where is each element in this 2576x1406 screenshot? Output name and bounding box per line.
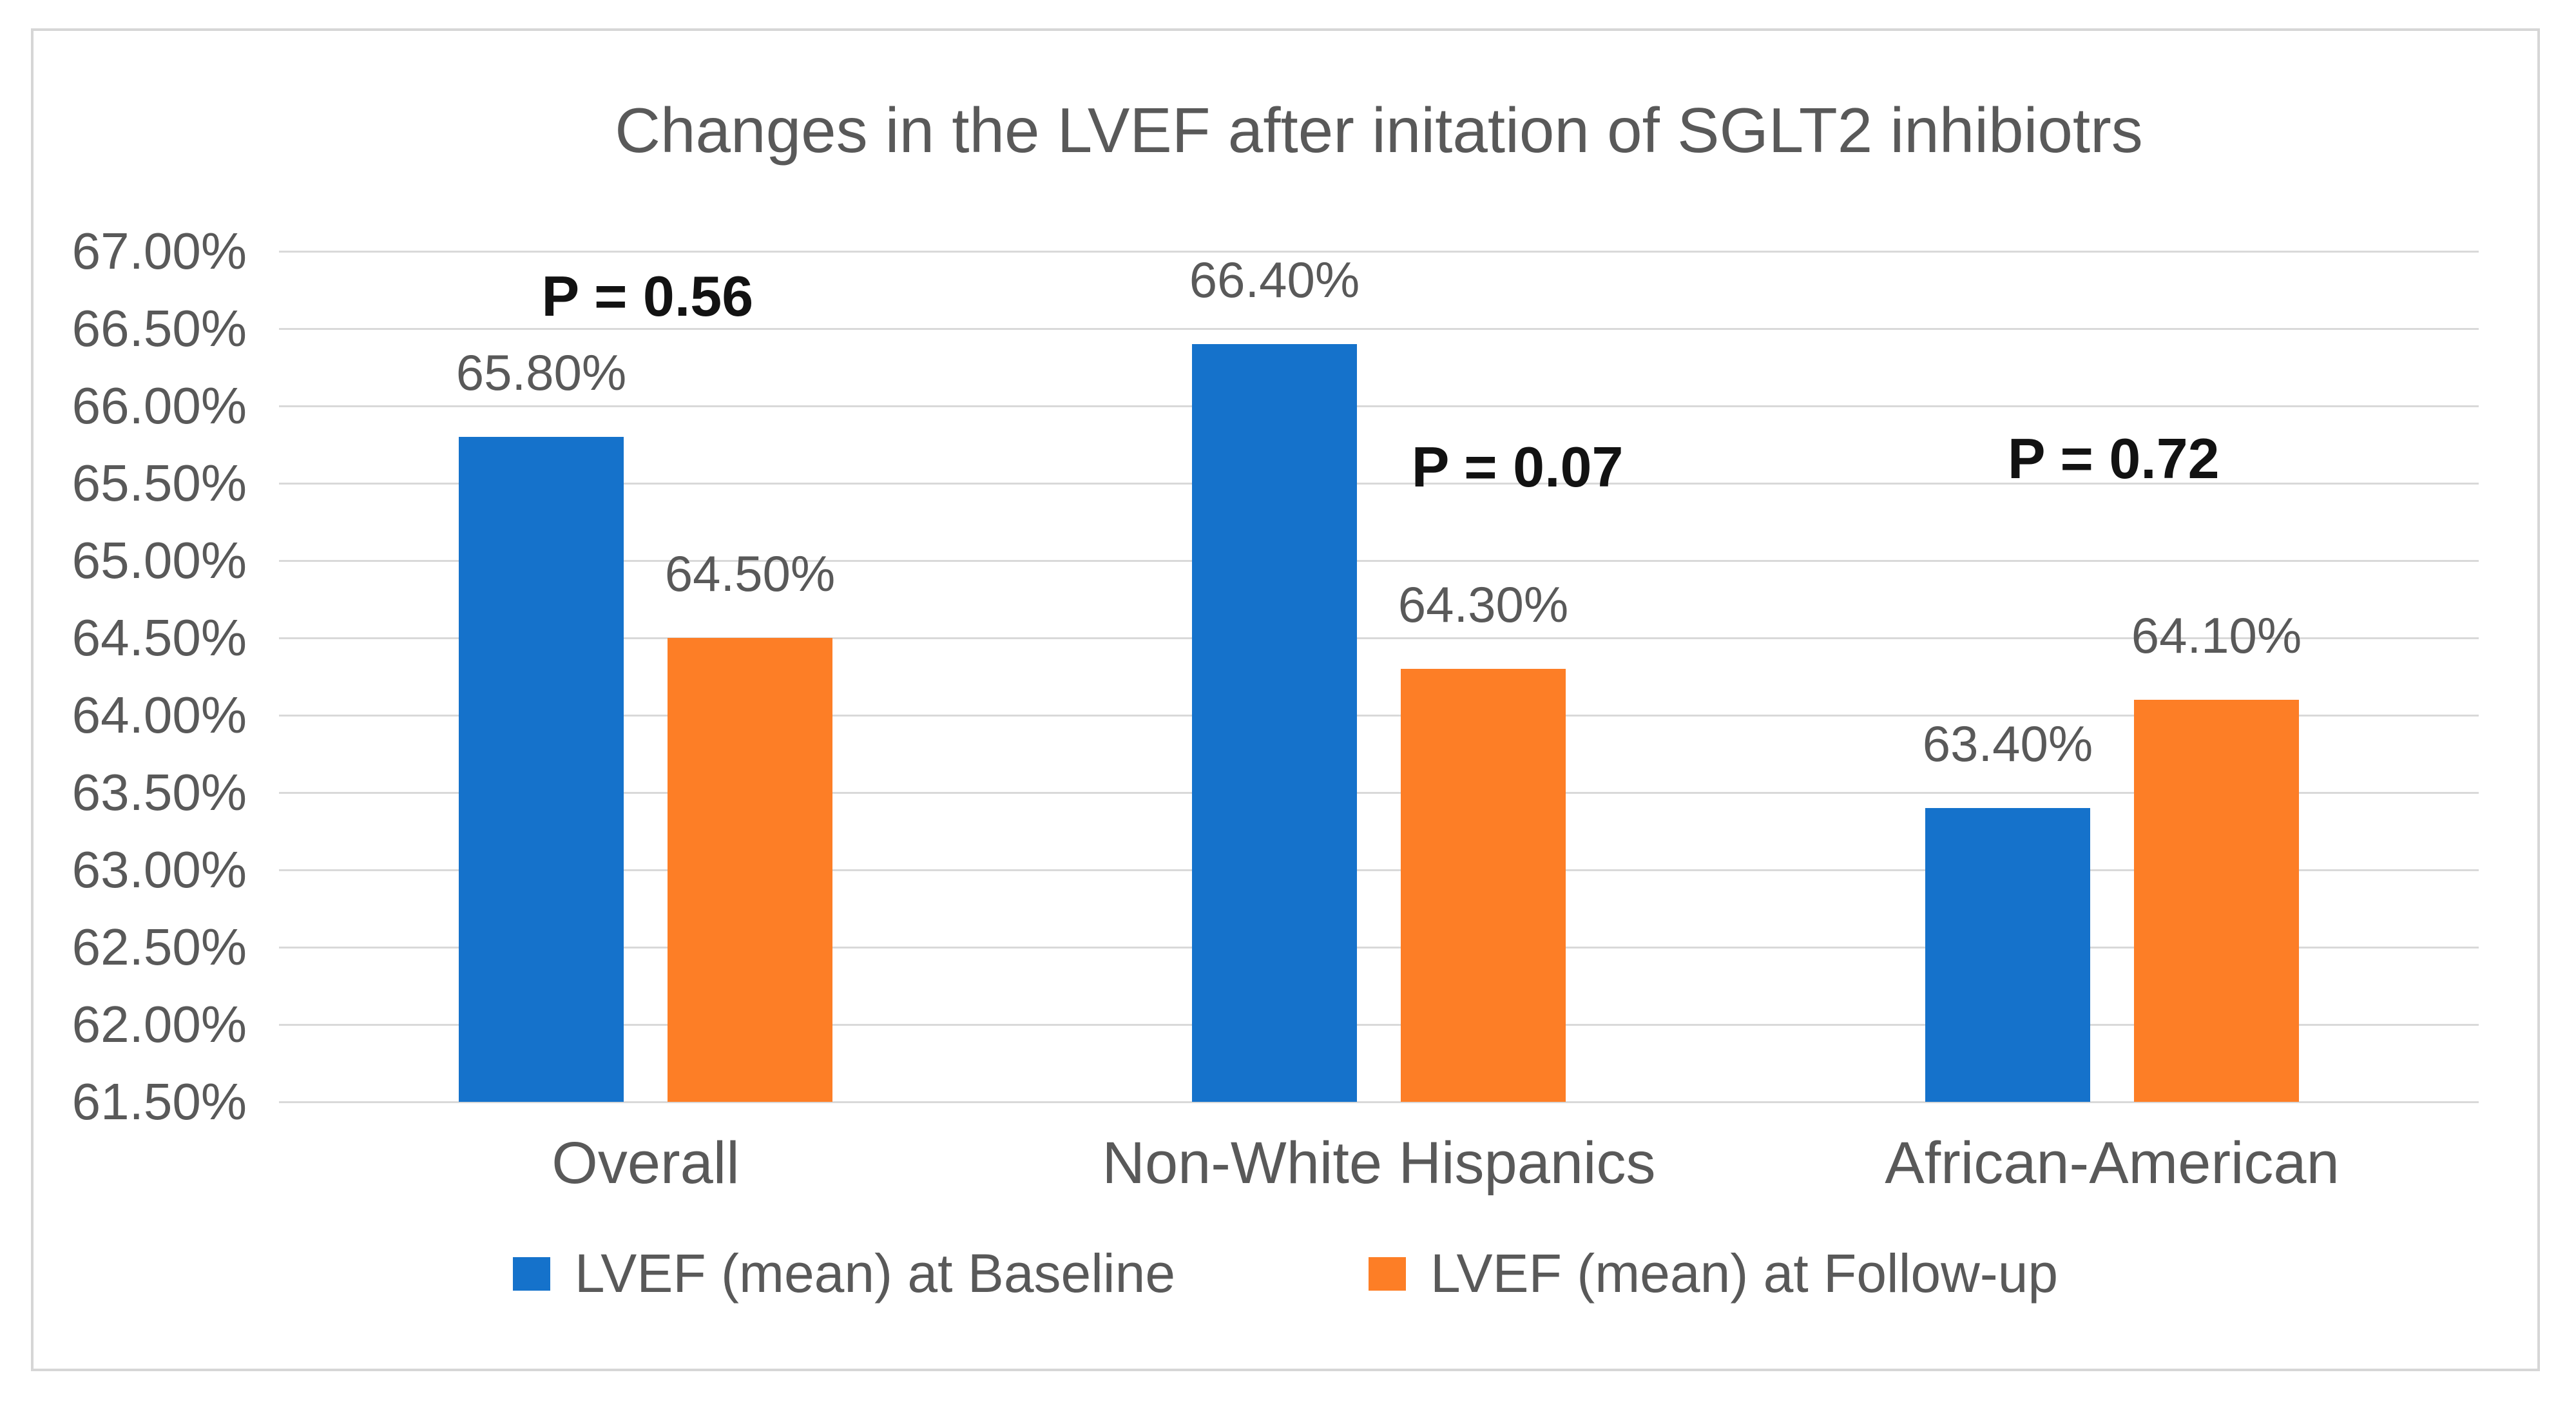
chart-title: Changes in the LVEF after initation of S… xyxy=(615,95,2143,166)
p-value-annotation: P = 0.07 xyxy=(1411,435,1624,499)
y-gridline xyxy=(279,946,2479,949)
p-value-annotation: P = 0.56 xyxy=(541,264,754,328)
bar-data-label: 66.40% xyxy=(1189,251,1360,308)
bar-data-label: 64.10% xyxy=(2131,607,2302,664)
y-axis-tick-label: 62.00% xyxy=(72,996,247,1053)
bar-baseline xyxy=(459,437,624,1102)
y-gridline xyxy=(279,1023,2479,1026)
y-axis-tick-label: 64.00% xyxy=(72,686,247,744)
bar-followup xyxy=(1401,669,1566,1102)
y-gridline xyxy=(279,714,2479,717)
bar-followup xyxy=(668,638,832,1102)
y-axis-tick-label: 61.50% xyxy=(72,1073,247,1130)
y-axis-tick-label: 67.00% xyxy=(72,222,247,280)
y-gridline xyxy=(279,791,2479,794)
legend-swatch-baseline-icon xyxy=(512,1257,550,1291)
plot-area: 67.00% 66.50% 66.00% 65.50% 65.00% 64.50% 64.0… xyxy=(72,222,2479,1196)
y-gridline xyxy=(279,482,2479,485)
bar-followup xyxy=(2134,700,2299,1102)
y-gridline xyxy=(279,327,2479,330)
legend-label: LVEF (mean) at Baseline xyxy=(574,1243,1176,1304)
legend-item-followup: LVEF (mean) at Follow-up xyxy=(1369,1242,2058,1305)
y-axis-tick-label: 63.00% xyxy=(72,841,247,898)
y-gridline xyxy=(279,405,2479,407)
x-axis-category-label: Non-White Hispanics xyxy=(1102,1130,1656,1196)
legend-label: LVEF (mean) at Follow-up xyxy=(1430,1243,2059,1304)
legend-item-baseline: LVEF (mean) at Baseline xyxy=(512,1242,1176,1305)
y-axis-tick-label: 65.00% xyxy=(72,532,247,589)
p-value-annotation: P = 0.72 xyxy=(2007,427,2220,491)
legend-swatch-followup-icon xyxy=(1369,1257,1407,1291)
x-axis-category-label: Overall xyxy=(552,1130,740,1196)
bar-baseline xyxy=(1925,808,2090,1102)
bar-data-label: 65.80% xyxy=(456,344,627,401)
y-gridline xyxy=(279,869,2479,871)
y-axis-tick-label: 66.50% xyxy=(72,300,247,357)
y-axis-tick-label: 62.50% xyxy=(72,918,247,976)
y-gridline xyxy=(279,637,2479,639)
y-axis-tick-label: 63.50% xyxy=(72,764,247,821)
bar-data-label: 64.30% xyxy=(1398,576,1569,633)
y-axis-tick-label: 64.50% xyxy=(72,609,247,666)
bar-baseline xyxy=(1192,344,1357,1102)
bar-data-label: 64.50% xyxy=(664,545,836,602)
y-axis-tick-label: 66.00% xyxy=(72,377,247,434)
y-axis-tick-label: 65.50% xyxy=(72,454,247,512)
x-axis-category-label: African-American xyxy=(1885,1130,2340,1196)
legend: LVEF (mean) at Baseline LVEF (mean) at Fo… xyxy=(31,1242,2540,1305)
y-gridline xyxy=(279,1101,2479,1103)
bar-data-label: 63.40% xyxy=(1922,715,2093,772)
y-gridline xyxy=(279,250,2479,253)
y-gridline xyxy=(279,559,2479,562)
